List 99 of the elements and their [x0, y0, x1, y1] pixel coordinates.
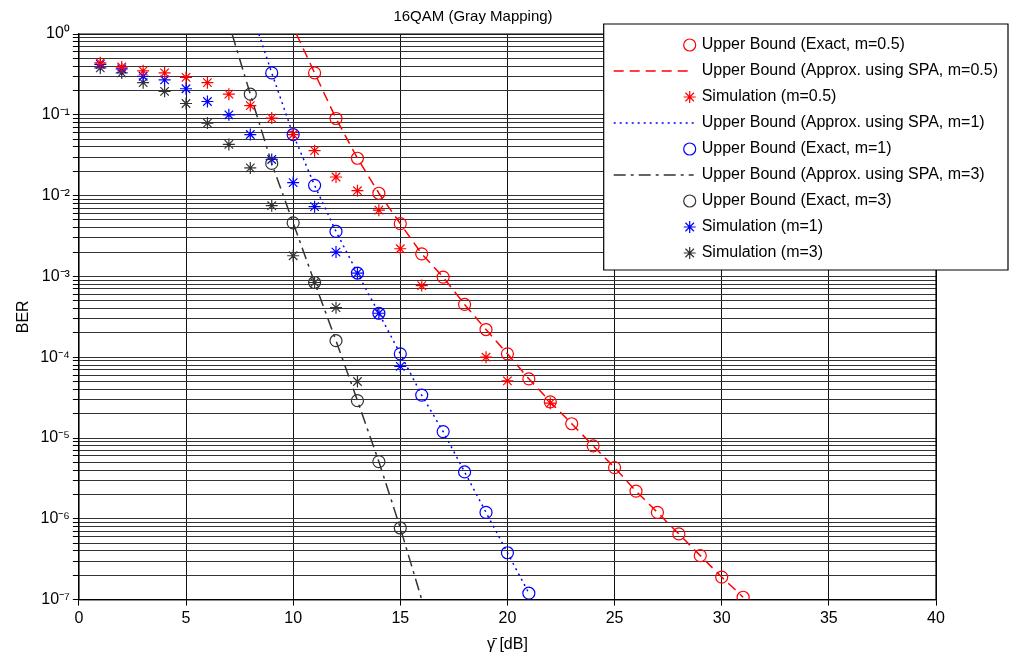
point [393, 347, 407, 361]
x-tick-label: 15 [391, 608, 410, 626]
legend-label: Upper Bound (Exact, m=0.5) [701, 35, 905, 53]
point [522, 372, 536, 386]
y-tick-label: 10⁻⁶ [40, 509, 70, 527]
legend-label: Simulation (m=3) [701, 243, 824, 261]
y-tick-label: 10⁻³ [41, 266, 71, 284]
legend-label: Upper Bound (Approx. using SPA, m=1) [701, 113, 985, 131]
y-tick-label: 10⁻⁴ [40, 347, 70, 365]
point [565, 417, 579, 431]
legend-label: Simulation (m=1) [701, 217, 824, 235]
point [200, 94, 215, 109]
point [372, 186, 386, 200]
point [222, 137, 236, 152]
point [372, 455, 386, 469]
point [329, 170, 343, 184]
point [307, 178, 322, 192]
point [157, 84, 172, 98]
point [200, 116, 215, 130]
y-tick-label: 10⁻¹ [41, 105, 70, 123]
point [350, 151, 365, 165]
point [607, 461, 622, 475]
point [243, 98, 257, 113]
point [415, 278, 429, 293]
y-tick-label: 10⁻⁷ [41, 590, 71, 608]
point [243, 127, 257, 142]
point [222, 108, 236, 122]
point [372, 203, 386, 217]
point [157, 73, 172, 87]
x-tick-label: 5 [181, 608, 191, 626]
point [393, 359, 407, 373]
point [136, 64, 150, 78]
point [307, 200, 322, 214]
point [479, 322, 493, 337]
point [393, 217, 407, 231]
point [415, 247, 429, 261]
point [307, 144, 322, 158]
point [286, 216, 300, 230]
point [436, 270, 450, 284]
x-tick-label: 40 [927, 608, 945, 626]
point [329, 224, 343, 239]
x-tick-label: 10 [284, 608, 303, 626]
point [457, 465, 472, 479]
point [179, 96, 193, 111]
x-tick-label: 0 [74, 608, 84, 626]
point [500, 374, 515, 388]
point [436, 425, 450, 439]
y-tick-label: 10⁰ [46, 24, 70, 42]
point [457, 297, 472, 312]
point [522, 586, 536, 600]
point [329, 111, 343, 126]
x-tick-label: 20 [498, 608, 517, 626]
point [393, 242, 407, 256]
point [393, 521, 407, 535]
legend-label: Upper Bound (Exact, m=1) [701, 139, 892, 157]
point [672, 527, 686, 541]
point [329, 301, 343, 315]
x-tick-label: 25 [605, 608, 624, 626]
legend-label: Upper Bound (Exact, m=3) [701, 191, 892, 209]
point [693, 549, 707, 563]
point [329, 334, 343, 348]
point [329, 245, 343, 259]
point [479, 505, 493, 519]
y-tick-label: 10⁻² [41, 186, 71, 204]
point [243, 161, 257, 175]
point [629, 484, 643, 498]
point [179, 82, 193, 96]
point [200, 76, 215, 90]
point [265, 156, 279, 171]
x-tick-label: 35 [819, 608, 838, 626]
point [415, 388, 429, 402]
point [286, 249, 300, 263]
point [479, 350, 493, 364]
point [265, 199, 279, 213]
point [157, 66, 172, 80]
point [136, 69, 150, 83]
point [179, 70, 193, 85]
y-axis-title: BER [14, 300, 32, 334]
point [350, 184, 365, 198]
point [650, 505, 665, 519]
point [500, 347, 515, 361]
point [586, 439, 600, 453]
legend-label: Upper Bound (Approx. using SPA, m=0.5) [701, 61, 999, 79]
point [500, 546, 515, 560]
chart-title: 16QAM (Gray Mapping) [393, 7, 553, 25]
legend-label: Simulation (m=0.5) [701, 87, 837, 105]
point [350, 394, 365, 408]
point [136, 76, 150, 90]
point [222, 87, 236, 101]
point [265, 111, 279, 125]
point [265, 66, 279, 80]
x-axis-title: γ̄ [dB] [486, 634, 528, 652]
point [307, 66, 322, 80]
y-tick-label: 10⁻⁵ [40, 428, 70, 446]
point [243, 87, 257, 101]
point [286, 175, 300, 190]
x-tick-label: 30 [712, 608, 731, 626]
point [715, 570, 729, 584]
legend-label: Upper Bound (Approx. using SPA, m=3) [701, 165, 985, 183]
